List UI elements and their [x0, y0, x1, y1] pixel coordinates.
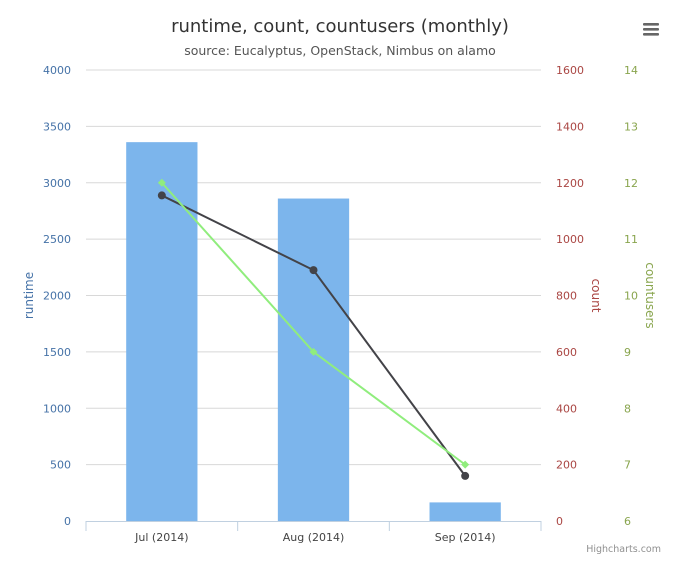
y-axis-title-count: count [589, 279, 603, 313]
y-tick-label-runtime: 0 [64, 515, 71, 528]
y-tick-label-count: 400 [556, 402, 577, 415]
y-tick-label-count: 1000 [556, 233, 584, 246]
y-tick-label-countusers: 14 [624, 64, 638, 77]
y-tick-label-count: 600 [556, 346, 577, 359]
chart-title: runtime, count, countusers (monthly) [171, 16, 509, 37]
y-tick-label-runtime: 2500 [43, 233, 71, 246]
y-tick-label-countusers: 7 [624, 459, 631, 472]
y-tick-label-count: 0 [556, 515, 563, 528]
y-tick-label-runtime: 3000 [43, 177, 71, 190]
x-tick-label: Sep (2014) [435, 531, 496, 544]
menu-icon-line [643, 23, 659, 26]
y-tick-label-count: 1600 [556, 64, 584, 77]
point-countusers[interactable] [461, 460, 470, 469]
point-count[interactable] [157, 191, 166, 200]
bar-runtime[interactable] [277, 198, 350, 521]
bar-series-runtime [126, 142, 501, 521]
y-tick-label-countusers: 8 [624, 402, 631, 415]
menu-icon-line [643, 28, 659, 31]
axes: Jul (2014) Aug (2014) Sep (2014) 0 500 1000 15… [43, 64, 638, 544]
y-tick-label-countusers: 13 [624, 120, 638, 133]
y-tick-label-countusers: 9 [624, 346, 631, 359]
point-count[interactable] [461, 471, 470, 480]
line-series-count [157, 191, 470, 480]
point-countusers[interactable] [157, 178, 166, 187]
y-tick-label-runtime: 3500 [43, 120, 71, 133]
hamburger-menu-icon[interactable] [636, 16, 666, 42]
bar-runtime[interactable] [429, 502, 501, 521]
y-tick-label-countusers: 12 [624, 177, 638, 190]
x-tick-label: Aug (2014) [283, 531, 345, 544]
line-series-countusers [157, 178, 470, 469]
y-tick-label-runtime: 500 [50, 459, 71, 472]
chart-subtitle: source: Eucalyptus, OpenStack, Nimbus on… [184, 43, 496, 58]
x-tick-label: Jul (2014) [134, 531, 188, 544]
y-tick-label-count: 200 [556, 459, 577, 472]
y-tick-label-runtime: 4000 [43, 64, 71, 77]
point-count[interactable] [309, 266, 318, 275]
y-axis-title-runtime: runtime [22, 272, 36, 319]
credits-link[interactable]: Highcharts.com [586, 544, 661, 555]
y-tick-label-count: 800 [556, 290, 577, 303]
y-tick-label-countusers: 6 [624, 515, 631, 528]
y-tick-label-runtime: 1000 [43, 402, 71, 415]
bar-runtime[interactable] [126, 142, 198, 521]
y-axis-title-countusers: countusers [643, 262, 657, 328]
point-countusers[interactable] [309, 347, 318, 356]
y-tick-label-countusers: 10 [624, 290, 638, 303]
y-tick-label-count: 1200 [556, 177, 584, 190]
y-tick-label-runtime: 1500 [43, 346, 71, 359]
y-tick-label-runtime: 2000 [43, 290, 71, 303]
y-tick-label-count: 1400 [556, 120, 584, 133]
menu-icon-line [643, 33, 659, 36]
line-series [157, 178, 470, 480]
y-tick-label-countusers: 11 [624, 233, 638, 246]
